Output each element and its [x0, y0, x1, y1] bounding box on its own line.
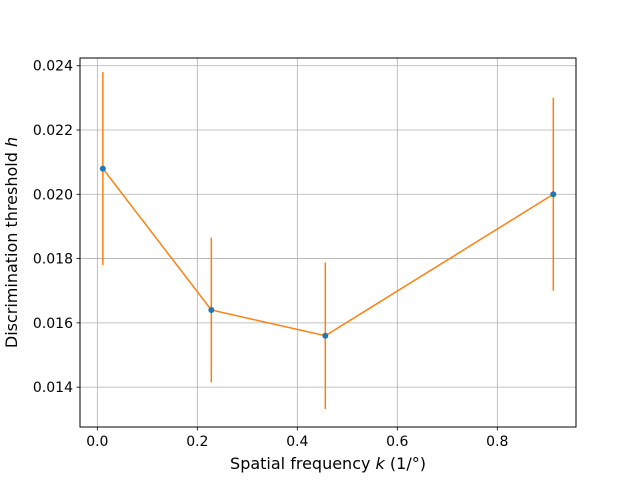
x-tick-label: 0.4	[286, 434, 308, 450]
x-axis-ticks: 0.0 0.2 0.4 0.6 0.8	[86, 427, 508, 450]
y-tick-label: 0.018	[33, 252, 73, 268]
y-axis-label: Discrimination threshold h	[2, 137, 21, 348]
grid	[80, 58, 576, 427]
plot-frame	[79, 57, 577, 428]
x-tick-label: 0.0	[86, 434, 108, 450]
data-point	[322, 332, 329, 339]
x-tick-label: 0.6	[386, 434, 408, 450]
y-tick-label: 0.022	[33, 123, 73, 139]
y-tick-label: 0.020	[33, 187, 73, 203]
x-axis-label: Spatial frequency k (1/°)	[230, 454, 426, 473]
data-point	[99, 165, 106, 172]
y-tick-label: 0.014	[33, 380, 73, 396]
y-axis-ticks: 0.014 0.016 0.018 0.020 0.022 0.024	[33, 59, 80, 396]
data-point	[550, 191, 557, 198]
x-tick-label: 0.2	[186, 434, 208, 450]
data-point	[208, 307, 215, 313]
y-tick-label: 0.016	[33, 316, 73, 332]
data-layer	[99, 72, 557, 409]
plot-background	[80, 58, 576, 427]
y-tick-label: 0.024	[33, 59, 73, 75]
series-line	[102, 168, 554, 337]
x-tick-label: 0.8	[486, 434, 508, 450]
